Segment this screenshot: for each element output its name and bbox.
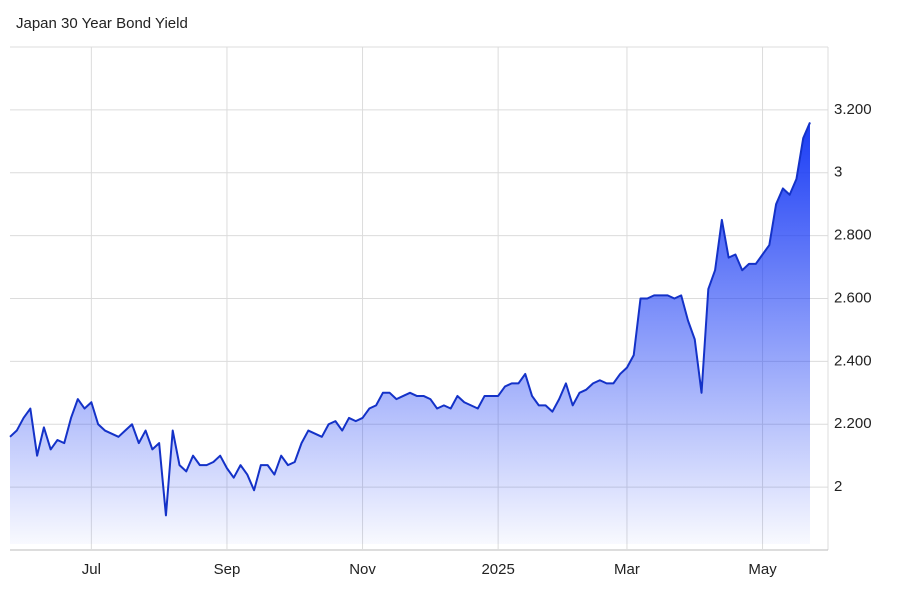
chart-title: Japan 30 Year Bond Yield [16, 15, 188, 32]
line [9, 122, 811, 517]
y-tick-label: 2.400 [834, 352, 872, 369]
x-tick-label: Sep [214, 561, 241, 578]
x-tick-label: May [748, 561, 777, 578]
x-tick-label: Jul [82, 561, 101, 578]
y-tick-label: 3.200 [834, 101, 872, 118]
area-fill [10, 122, 810, 544]
x-tick-label: 2025 [481, 561, 514, 578]
y-tick-label: 2.200 [834, 415, 872, 432]
y-tick-label: 2.600 [834, 289, 872, 306]
y-tick-label: 2.800 [834, 227, 872, 244]
x-tick-label: Mar [614, 561, 640, 578]
x-tick-label: Nov [349, 561, 376, 578]
y-tick-label: 2 [834, 478, 842, 495]
y-tick-label: 3 [834, 164, 842, 181]
